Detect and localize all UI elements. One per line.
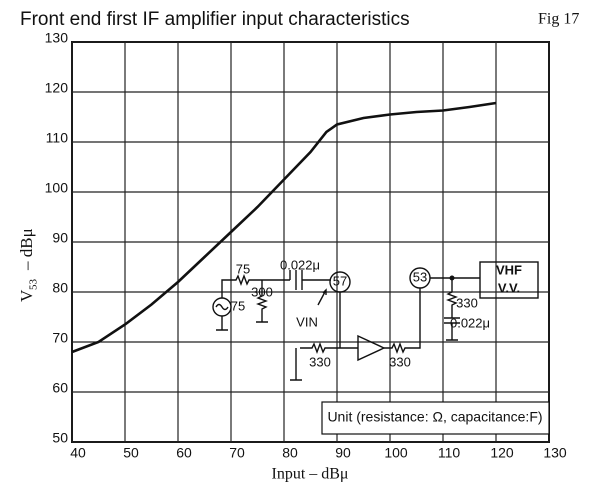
y-tick-label: 50 — [52, 430, 68, 446]
shunt-resistor — [256, 280, 268, 323]
x-tick-label: 110 — [438, 445, 461, 461]
circuit-label: 0.022μ — [280, 257, 320, 272]
node — [449, 275, 455, 281]
output-network — [430, 277, 480, 341]
vhf-box — [479, 261, 539, 299]
amplifier — [357, 334, 386, 362]
x-tick-label: 50 — [123, 445, 139, 461]
y-tick-label: 70 — [52, 330, 68, 346]
x-tick-label: 130 — [543, 445, 567, 461]
circuit: Unit (resistance: Ω, capacitance:F) — [212, 261, 550, 435]
source-symbol — [215, 303, 229, 311]
circuit-label: 75 — [231, 298, 245, 313]
vin-arrow — [317, 288, 327, 306]
y-tick-label: 100 — [45, 180, 69, 196]
circuit-label: 330 — [456, 295, 478, 310]
capacitor — [289, 270, 331, 290]
circuit-label: 330 — [309, 354, 331, 369]
x-tick-label: 90 — [335, 445, 351, 461]
circuit-label: V.V. — [498, 280, 520, 295]
grid — [71, 41, 550, 443]
x-tick-label: 70 — [229, 445, 245, 461]
wire — [221, 274, 290, 298]
y-label-sub: 53 — [28, 279, 40, 291]
circuit-label: 75 — [236, 261, 250, 276]
wire — [384, 288, 421, 354]
circuit-label: VHF — [496, 262, 522, 277]
unit-note: Unit (resistance: Ω, capacitance:F) — [327, 409, 542, 425]
figure-label: Fig 17 — [538, 11, 579, 28]
circuit-label: 0.022μ — [450, 315, 490, 330]
circuit-label: 57 — [333, 273, 347, 288]
y-tick-label: 80 — [52, 280, 68, 296]
y-tick-label: 110 — [46, 130, 69, 146]
x-tick-label: 80 — [282, 445, 298, 461]
x-tick-label: 120 — [490, 445, 514, 461]
unit-box — [321, 401, 550, 435]
y-label-unit: – dBμ — [17, 228, 36, 271]
x-tick-label: 40 — [70, 445, 86, 461]
circuit-label: 300 — [251, 284, 273, 299]
circuit-label: VIN — [296, 314, 318, 329]
circuit-label: 330 — [389, 354, 411, 369]
x-tick-label: 60 — [176, 445, 192, 461]
y-label-main: V — [17, 289, 36, 302]
y-tick-label: 120 — [45, 80, 69, 96]
y-axis-label: V 53 – dBμ — [17, 228, 40, 302]
wire — [290, 292, 358, 381]
y-tick-label: 90 — [52, 230, 68, 246]
y-tick-label: 60 — [52, 380, 68, 396]
x-axis-label: Input – dBμ — [271, 466, 348, 483]
circuit-label: 53 — [413, 269, 427, 284]
x-tick-label: 100 — [384, 445, 408, 461]
ground — [216, 316, 228, 331]
y-tick-label: 130 — [45, 30, 69, 46]
chart-title: Front end first IF amplifier input chara… — [20, 9, 410, 30]
data-line — [71, 101, 497, 354]
